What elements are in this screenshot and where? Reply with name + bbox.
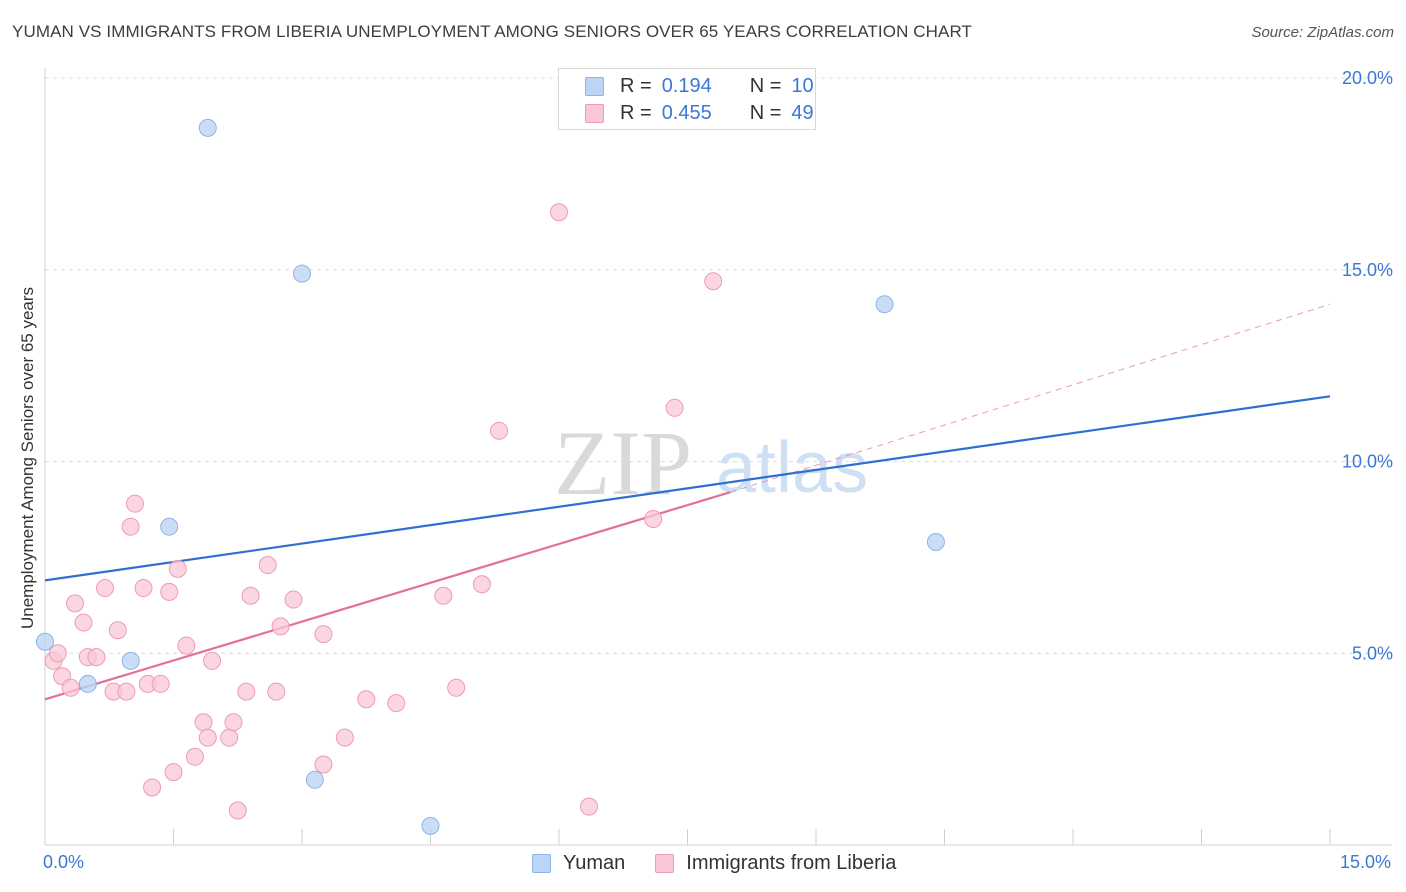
yuman-trend-line — [44, 395, 1331, 582]
yuman-point — [926, 533, 945, 552]
legend-row-yuman: R = 0.194 N = 10 — [585, 74, 814, 98]
yuman-point — [293, 264, 311, 283]
liberia-point — [121, 517, 140, 536]
yuman-point — [121, 651, 140, 670]
liberia-point — [579, 797, 598, 816]
liberia-swatch — [655, 854, 675, 873]
liberia-point — [87, 648, 106, 667]
liberia-point — [271, 617, 290, 636]
legend-label-liberia: Immigrants from Liberia — [686, 852, 897, 874]
r-label: R = — [620, 74, 652, 97]
liberia-point — [125, 494, 144, 513]
n-label: N = — [749, 74, 782, 97]
legend-row-liberia: R = 0.455 N = 49 — [585, 101, 814, 125]
watermark-zip: ZIP — [554, 412, 692, 514]
liberia-point — [160, 582, 179, 601]
liberia-point — [314, 755, 333, 774]
liberia-point — [117, 682, 136, 701]
y-tick-label: 10.0% — [1342, 452, 1393, 472]
liberia-trend-extension — [730, 303, 1331, 493]
liberia-point — [168, 559, 187, 578]
y-tick-labels: 5.0% 10.0% 15.0% 20.0% — [1342, 68, 1393, 663]
liberia-point — [447, 678, 466, 697]
legend-label-yuman: Yuman — [563, 852, 626, 874]
liberia-point — [644, 510, 663, 529]
liberia-point — [198, 728, 217, 747]
liberia-point — [387, 694, 406, 713]
y-tick-label: 20.0% — [1342, 68, 1393, 88]
yuman-point — [305, 770, 324, 789]
liberia-point — [284, 590, 303, 609]
series-legend: Yuman Immigrants from Liberia — [532, 852, 926, 875]
liberia-point — [194, 713, 213, 732]
yuman-point — [875, 295, 894, 314]
yuman-point — [421, 816, 440, 835]
r-value: 0.194 — [661, 74, 712, 97]
y-axis-title: Unemployment Among Seniors over 65 years — [18, 286, 37, 630]
liberia-point — [237, 682, 256, 701]
liberia-point — [267, 682, 286, 701]
liberia-point — [704, 272, 723, 291]
liberia-point — [48, 644, 67, 663]
liberia-point — [220, 728, 239, 747]
liberia-point — [335, 728, 354, 747]
liberia-point — [314, 625, 333, 644]
yuman-point — [78, 674, 97, 693]
y-tick-label: 5.0% — [1352, 643, 1393, 663]
legend-item-yuman[interactable]: Yuman — [532, 852, 625, 875]
liberia-point — [61, 678, 80, 697]
source-label: Source: ZipAtlas.com — [1251, 24, 1394, 41]
liberia-swatch — [585, 103, 604, 123]
x-tick-label-max: 15.0% — [1340, 852, 1392, 872]
liberia-point — [95, 579, 114, 598]
trend-lines — [44, 303, 1331, 701]
liberia-point — [472, 575, 491, 594]
liberia-point — [65, 594, 84, 613]
liberia-point — [108, 621, 127, 640]
data-points — [36, 118, 945, 835]
liberia-point — [74, 613, 93, 632]
liberia-point — [434, 586, 453, 605]
liberia-point — [151, 674, 170, 693]
liberia-point — [177, 636, 196, 655]
liberia-point — [164, 763, 183, 782]
yuman-swatch — [532, 854, 551, 873]
liberia-point — [258, 556, 277, 575]
liberia-point — [550, 203, 568, 222]
y-tick-label: 15.0% — [1342, 260, 1393, 280]
r-value: 0.455 — [661, 101, 712, 124]
n-label: N = — [749, 101, 782, 124]
yuman-point — [36, 632, 54, 651]
chart-title: YUMAN VS IMMIGRANTS FROM LIBERIA UNEMPLO… — [12, 22, 973, 41]
r-label: R = — [620, 101, 652, 124]
yuman-point — [160, 517, 179, 536]
liberia-point — [665, 398, 684, 417]
liberia-point — [228, 801, 247, 820]
grid — [45, 77, 1392, 654]
n-value: 10 — [791, 74, 814, 97]
yuman-swatch — [585, 76, 604, 96]
yuman-point — [198, 118, 217, 137]
legend-item-liberia[interactable]: Immigrants from Liberia — [655, 852, 896, 875]
n-value: 49 — [791, 101, 814, 124]
liberia-point — [490, 421, 509, 440]
liberia-trend-line — [44, 491, 731, 701]
liberia-point — [241, 586, 260, 605]
liberia-point — [203, 651, 222, 670]
watermark-atlas: atlas — [716, 428, 868, 508]
liberia-point — [134, 579, 153, 598]
liberia-point — [224, 713, 243, 732]
liberia-point — [357, 690, 376, 709]
liberia-point — [185, 747, 204, 766]
stats-legend: R = 0.194 N = 10 R = 0.455 N = 49 — [558, 68, 816, 130]
liberia-point — [143, 778, 162, 797]
x-tick-label-min: 0.0% — [43, 852, 85, 872]
